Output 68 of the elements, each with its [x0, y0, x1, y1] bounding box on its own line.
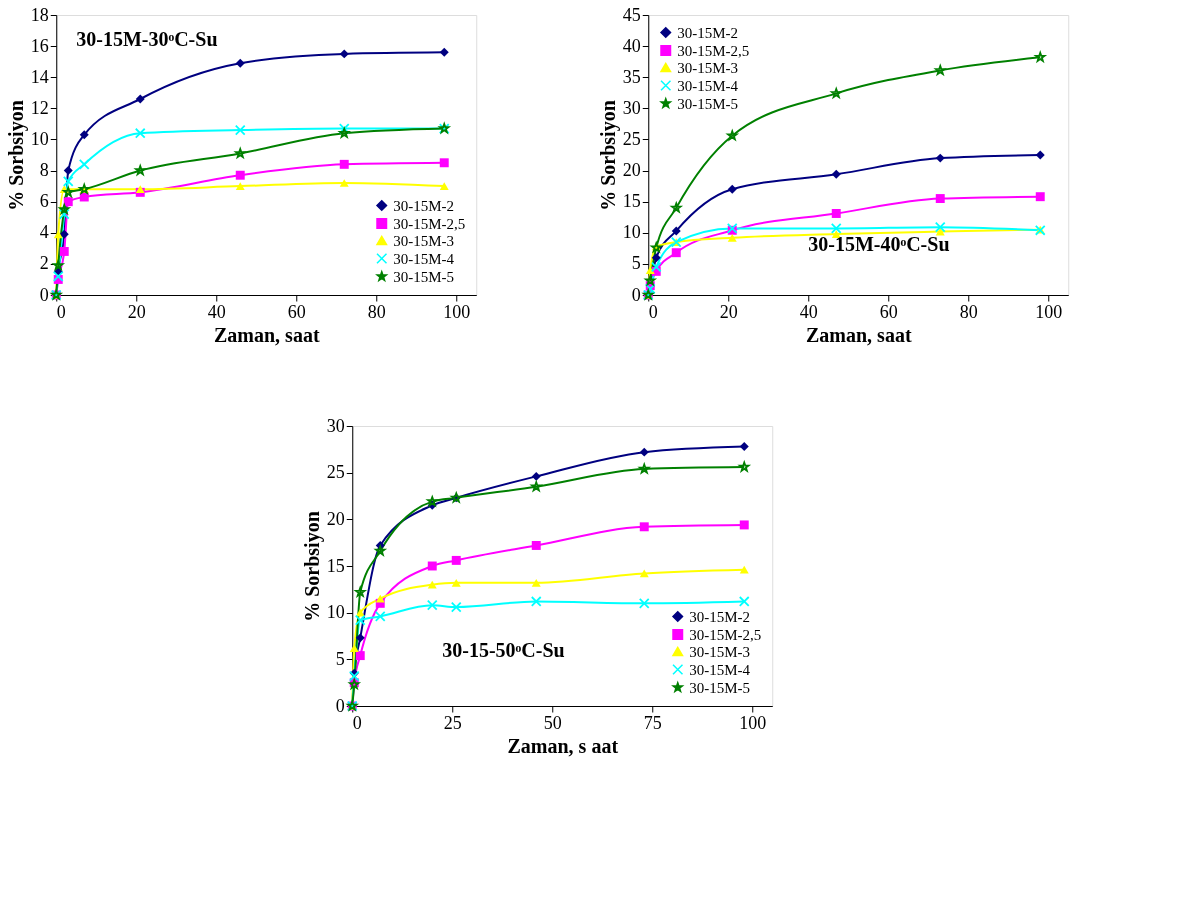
- y-tick-label: 35: [622, 66, 641, 87]
- annotation: 30-15M-30ᵒC-Su: [76, 28, 218, 50]
- y-tick-label: 25: [622, 128, 641, 149]
- y-tick-label: 40: [622, 35, 641, 56]
- legend-label: 30-15M-5: [393, 268, 455, 285]
- y-tick-label: 0: [335, 695, 345, 716]
- y-tick-label: 12: [30, 97, 49, 118]
- x-tick-label: 100: [1035, 301, 1063, 322]
- y-tick-label: 20: [622, 160, 641, 181]
- y-axis-title: % Sorbsiyon: [300, 511, 324, 622]
- x-axis-title: Zaman, saat: [805, 323, 912, 346]
- y-tick-label: 8: [39, 160, 49, 181]
- y-axis-title: % Sorbsiyon: [596, 100, 620, 211]
- legend-label: 30-15M-3: [393, 232, 455, 249]
- y-tick-label: 10: [622, 222, 641, 243]
- legend-label: 30-15M-3: [689, 643, 751, 660]
- x-tick-label: 100: [739, 712, 767, 733]
- legend-label: 30-15M-2: [689, 608, 751, 625]
- legend-label: 30-15M-4: [677, 77, 739, 94]
- y-tick-label: 14: [30, 66, 49, 87]
- y-tick-label: 10: [326, 602, 345, 623]
- x-tick-label: 80: [959, 301, 978, 322]
- x-tick-label: 100: [443, 301, 471, 322]
- x-tick-label: 50: [543, 712, 562, 733]
- legend-label: 30-15M-2,5: [677, 42, 750, 59]
- y-tick-label: 45: [622, 4, 641, 25]
- y-tick-label: 30: [326, 415, 345, 436]
- x-axis-title: Zaman, saat: [213, 323, 320, 346]
- legend-label: 30-15M-5: [689, 679, 751, 696]
- x-tick-label: 20: [719, 301, 738, 322]
- y-tick-label: 16: [30, 35, 49, 56]
- legend-label: 30-15M-2,5: [689, 626, 762, 643]
- y-tick-label: 4: [39, 222, 49, 243]
- legend-label: 30-15M-4: [689, 661, 751, 678]
- legend-label: 30-15M-4: [393, 250, 455, 267]
- y-tick-label: 25: [326, 462, 345, 483]
- x-tick-label: 60: [287, 301, 306, 322]
- legend-label: 30-15M-3: [677, 59, 739, 76]
- x-axis-title: Zaman, s aat: [507, 734, 619, 757]
- annotation: 30-15M-40ᵒC-Su: [808, 233, 950, 255]
- legend-label: 30-15M-2: [393, 197, 455, 214]
- y-tick-label: 15: [326, 555, 345, 576]
- y-axis-title: % Sorbsiyon: [4, 100, 28, 211]
- y-tick-label: 6: [39, 191, 49, 212]
- y-tick-label: 10: [30, 128, 49, 149]
- legend-label: 30-15M-2,5: [393, 215, 466, 232]
- annotation: 30-15-50ᵒC-Su: [442, 639, 565, 661]
- x-tick-label: 25: [443, 712, 462, 733]
- x-tick-label: 40: [799, 301, 818, 322]
- y-tick-label: 0: [39, 284, 49, 305]
- x-tick-label: 75: [643, 712, 662, 733]
- y-tick-label: 0: [631, 284, 641, 305]
- y-tick-label: 18: [30, 4, 49, 25]
- x-tick-label: 0: [352, 712, 362, 733]
- x-tick-label: 0: [648, 301, 658, 322]
- x-tick-label: 80: [367, 301, 386, 322]
- x-tick-label: 60: [879, 301, 898, 322]
- x-tick-label: 40: [207, 301, 226, 322]
- x-tick-label: 20: [127, 301, 146, 322]
- x-tick-label: 0: [56, 301, 66, 322]
- y-tick-label: 5: [631, 253, 641, 274]
- legend-label: 30-15M-5: [677, 95, 739, 112]
- y-tick-label: 15: [622, 191, 641, 212]
- legend-label: 30-15M-2: [677, 24, 739, 41]
- y-tick-label: 20: [326, 508, 345, 529]
- y-tick-label: 5: [335, 648, 345, 669]
- y-tick-label: 30: [622, 97, 641, 118]
- y-tick-label: 2: [39, 253, 49, 274]
